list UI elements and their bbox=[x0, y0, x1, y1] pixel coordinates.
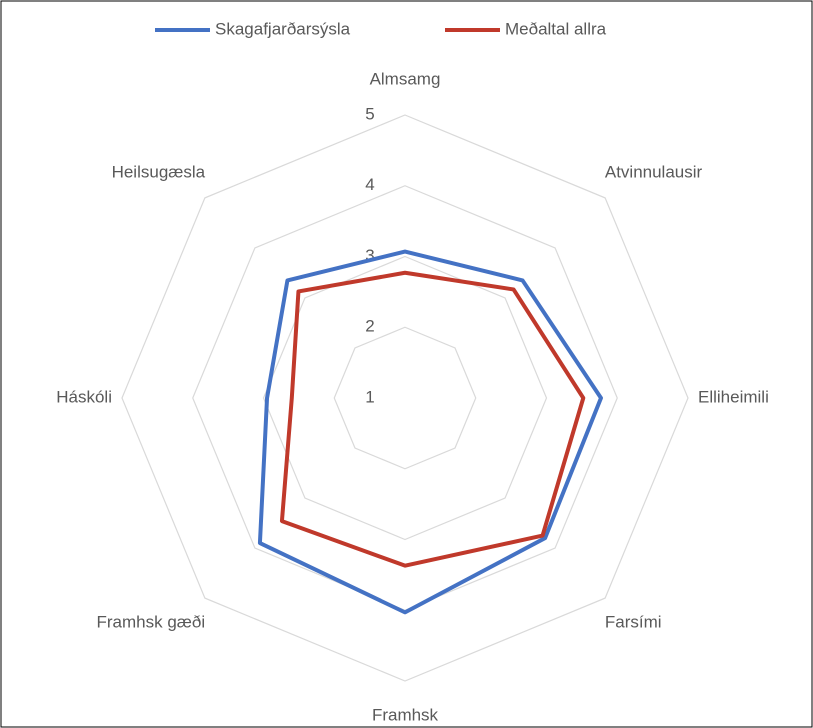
radial-tick-label: 5 bbox=[365, 104, 374, 123]
legend-label: Skagafjarðarsýsla bbox=[215, 19, 351, 38]
category-label: Framhsk gæði bbox=[96, 612, 205, 631]
radial-tick-label: 1 bbox=[365, 387, 374, 406]
grid-ring bbox=[262, 255, 548, 541]
category-label: Háskóli bbox=[56, 387, 112, 406]
series-line bbox=[279, 270, 586, 568]
radial-tick-label: 2 bbox=[365, 317, 374, 336]
category-label: Atvinnulausir bbox=[605, 163, 703, 182]
series-line bbox=[257, 249, 603, 615]
category-label: Elliheimili bbox=[698, 387, 769, 406]
category-label: Framhsk bbox=[372, 705, 439, 724]
category-label: Heilsugæsla bbox=[112, 163, 206, 182]
category-label: Almsamg bbox=[370, 69, 441, 88]
grid-ring bbox=[121, 114, 689, 682]
grid-ring bbox=[333, 326, 477, 470]
legend-label: Meðaltal allra bbox=[505, 19, 607, 38]
radial-tick-label: 3 bbox=[365, 246, 374, 265]
radial-tick-label: 4 bbox=[365, 175, 374, 194]
category-label: Farsími bbox=[605, 612, 662, 631]
